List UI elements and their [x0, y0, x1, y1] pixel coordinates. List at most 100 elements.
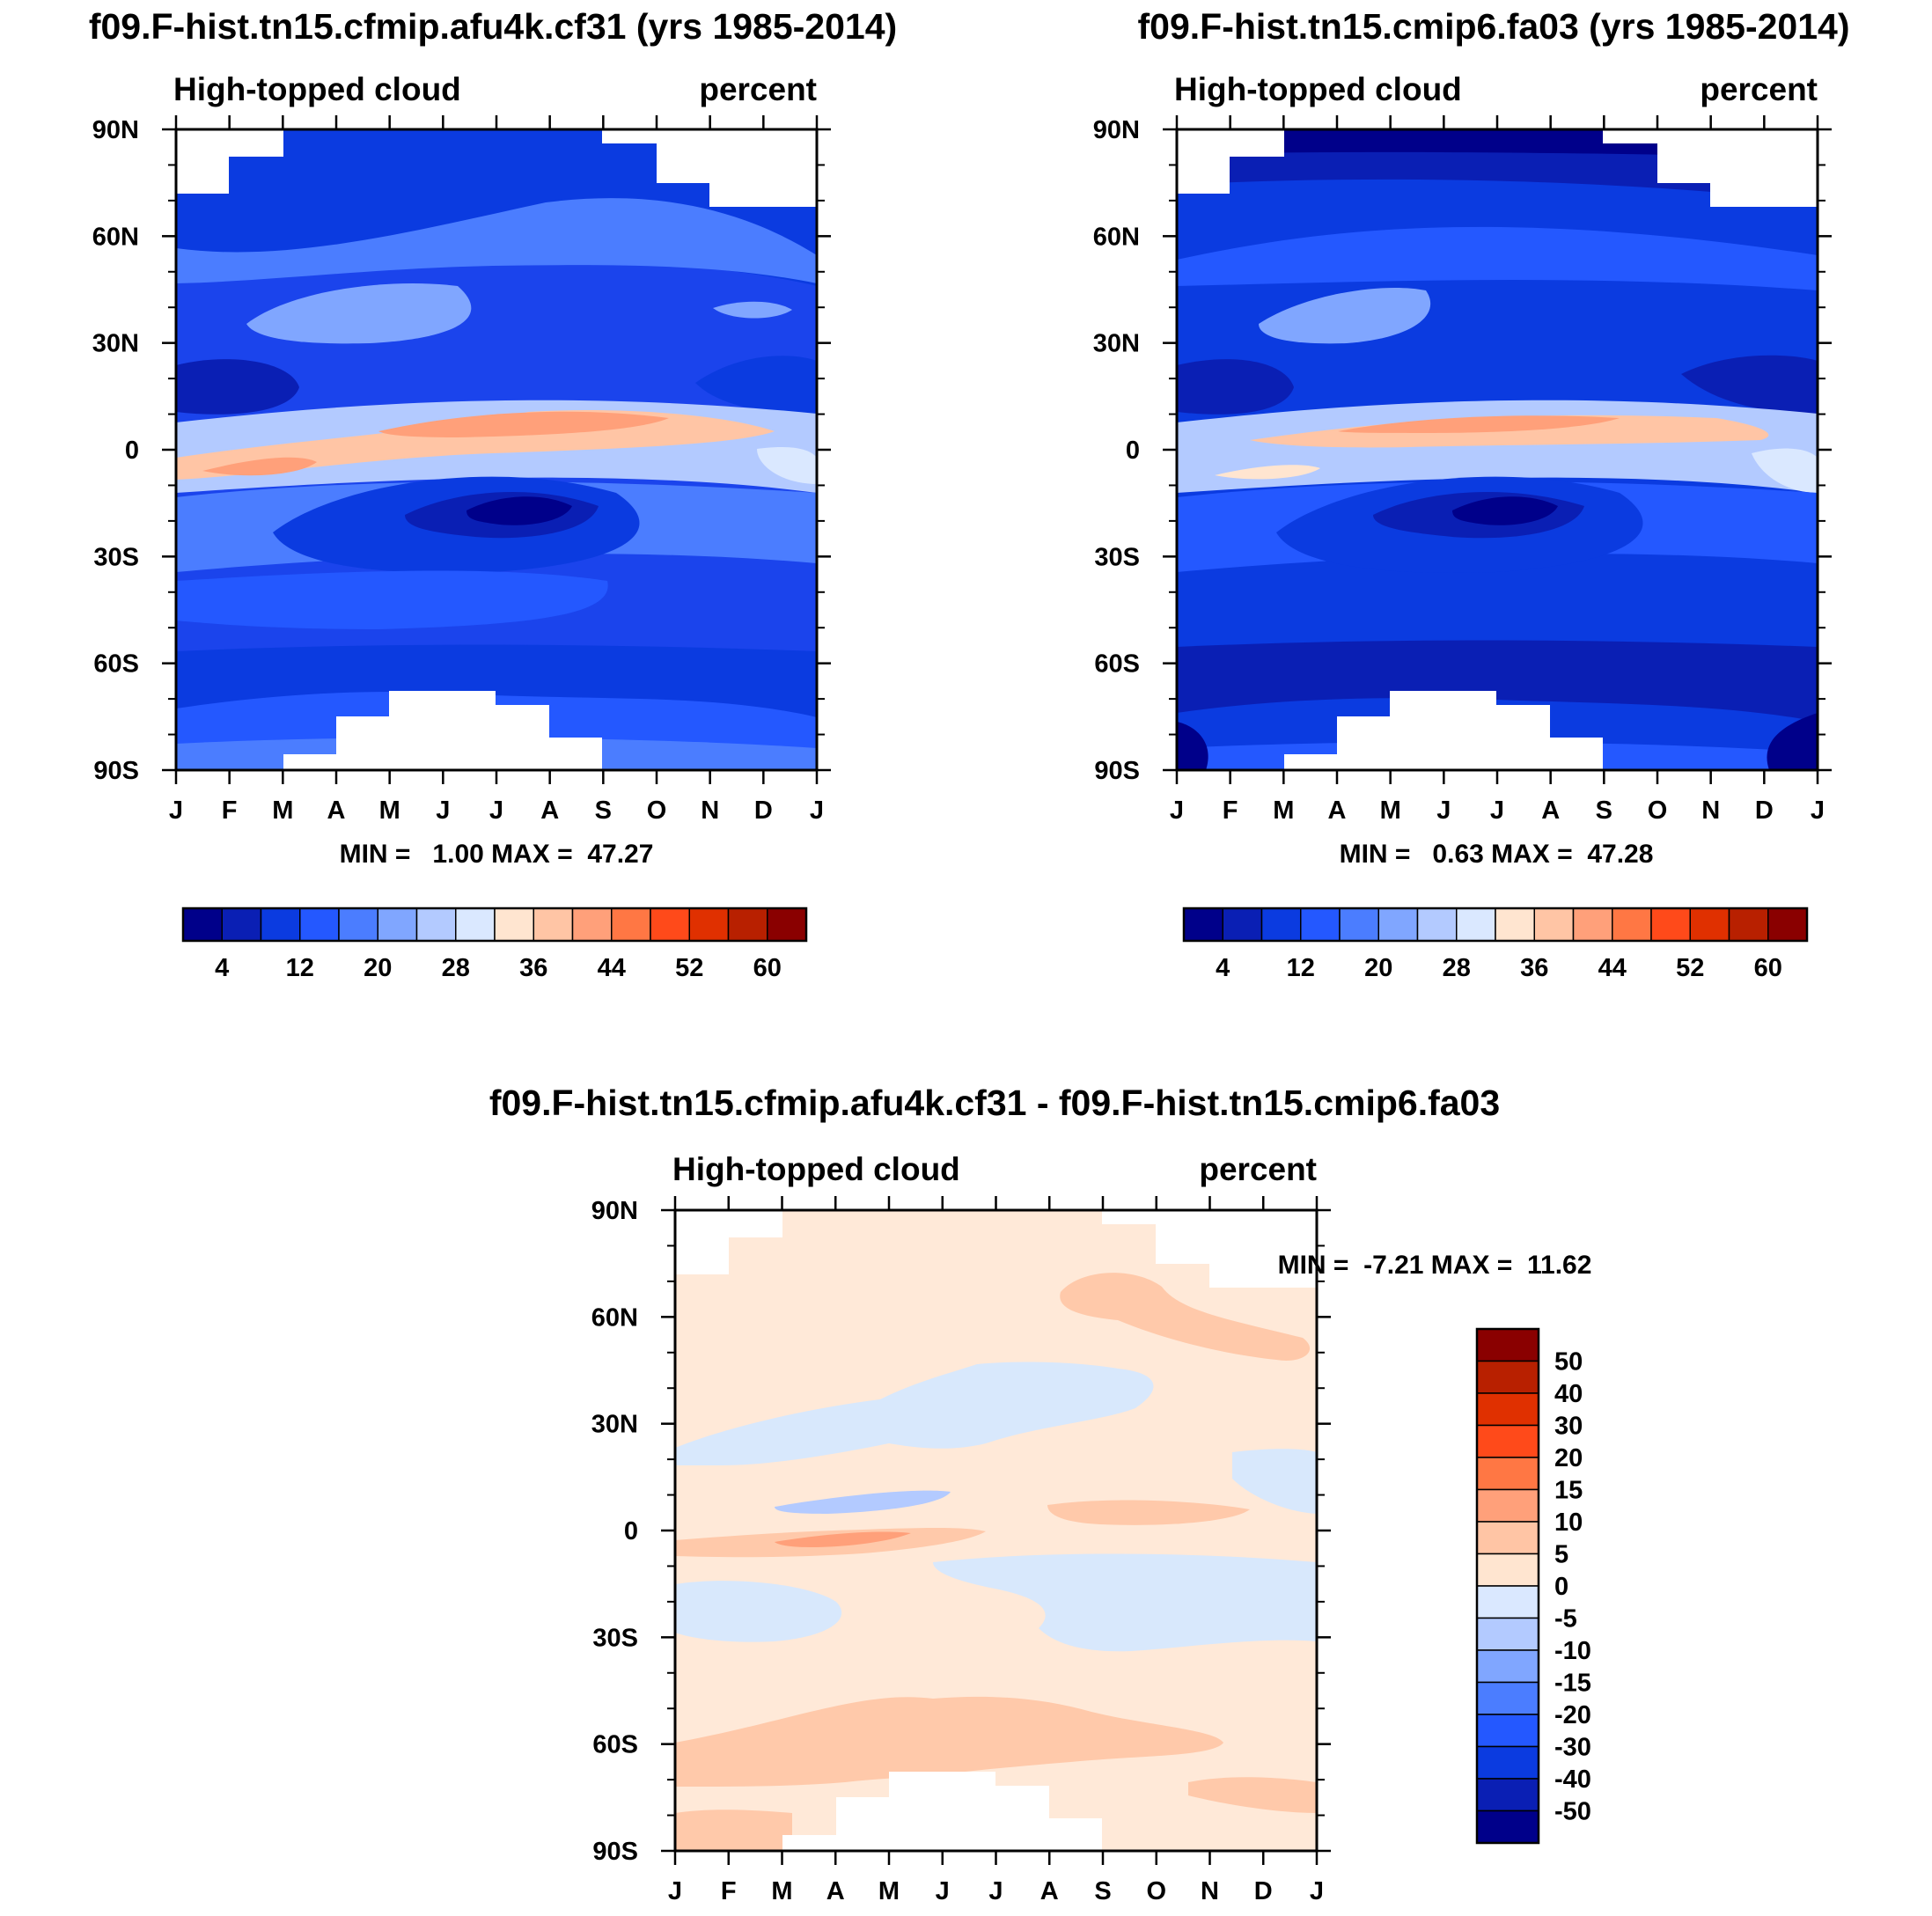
p3-colorbar-label: -10: [1554, 1637, 1591, 1665]
p1-colorbar-label: 44: [598, 954, 626, 982]
p2-y-tick-label: 30S: [1094, 543, 1140, 571]
p1-colorbar-label: 12: [286, 954, 314, 982]
p2-x-tick-label: J: [1811, 796, 1825, 825]
panel-2-colorbar: 4 12 20 28 36 44 52 60: [1182, 907, 1809, 982]
p1-colorbar-swatch: [611, 907, 651, 942]
p3-colorbar-label: -15: [1554, 1670, 1591, 1698]
panel-3: f09.F-hist.tn15.cfmip.afu4k.cf31 - f09.F…: [489, 1083, 1592, 1905]
p2-colorbar-label: 36: [1520, 954, 1548, 982]
panel-1-fill-east-dark: [695, 356, 817, 414]
p1-x-tick-label: J: [810, 796, 824, 825]
panel-2-min-max: MIN = 0.63 MAX = 47.28: [1340, 840, 1654, 869]
panel-1-mask-arctic-west: [176, 129, 283, 194]
p3-x-tick-label: A: [826, 1877, 845, 1905]
panel-3-fill-sh-neg-east: [933, 1553, 1317, 1652]
p3-colorbar-swatch: [1476, 1521, 1539, 1555]
p3-x-tick-label: J: [1310, 1877, 1324, 1905]
panel-3-fill-eq-neg: [775, 1490, 951, 1514]
p3-colorbar-label: 5: [1554, 1541, 1568, 1569]
panel-1-mask-antarctic: [283, 691, 602, 770]
p2-colorbar-label: 12: [1287, 954, 1315, 982]
p2-colorbar-swatch: [1339, 907, 1379, 942]
p2-x-tick-label: F: [1223, 796, 1238, 825]
panel-2-fill-east-pale: [1752, 448, 1818, 493]
panel-1-fill-itcz-west: [202, 457, 317, 476]
p1-x-tick-label: F: [222, 796, 238, 825]
p3-colorbar-swatch: [1476, 1617, 1539, 1651]
p2-colorbar-swatch: [1689, 907, 1730, 942]
panel-3-fill-nh-neg-east: [1232, 1449, 1317, 1514]
p3-x-tick-label: J: [936, 1877, 950, 1905]
p2-y-tick-label: 30N: [1093, 330, 1140, 358]
panel-1-right-label: percent: [699, 71, 817, 107]
panel-1-left-label: High-topped cloud: [173, 71, 461, 107]
p3-x-tick-label: N: [1201, 1877, 1219, 1905]
p2-x-tick-label: J: [1170, 796, 1184, 825]
panel-3-left-label: High-topped cloud: [672, 1151, 960, 1187]
p2-colorbar-label: 4: [1216, 954, 1230, 982]
panel-1: f09.F-hist.tn15.cfmip.afu4k.cf31 (yrs 19…: [89, 6, 897, 982]
p3-x-tick-label: M: [878, 1877, 900, 1905]
p3-colorbar-label: 15: [1554, 1477, 1583, 1505]
p3-y-tick-label: 90S: [592, 1838, 638, 1866]
panel-1-fill-itcz-core: [378, 411, 669, 437]
panel-1-contour-field: [176, 129, 817, 770]
p3-colorbar-swatch: [1476, 1553, 1539, 1587]
p2-x-tick-label: J: [1490, 796, 1504, 825]
p1-y-tick-label: 0: [125, 437, 139, 465]
p2-colorbar-label: 60: [1754, 954, 1782, 982]
panel-3-fill-arctic-pos: [1060, 1273, 1311, 1361]
p3-x-tick-label: D: [1254, 1877, 1273, 1905]
p2-colorbar-swatch: [1300, 907, 1341, 942]
p1-colorbar-swatch: [571, 907, 613, 942]
p1-colorbar-label: 28: [442, 954, 470, 982]
p2-x-tick-label: S: [1596, 796, 1612, 825]
p3-colorbar-frame: [1475, 1327, 1540, 1845]
panel-2-axis-ticks: J F M A M J J A S O N D J 90N 60N 30N 0 30S 60S 90S: [1093, 115, 1832, 825]
p3-colorbar-label: 30: [1554, 1413, 1583, 1441]
panel-3-fill-eq-pos-east: [1047, 1500, 1250, 1525]
p1-x-tick-label: M: [379, 796, 400, 825]
panel-2-fill-nh-mid: [1177, 226, 1818, 290]
panel-2-title: f09.F-hist.tn15.cmip6.fa03 (yrs 1985-201…: [1138, 6, 1850, 47]
panel-2-fill-sw-corner: [1177, 722, 1208, 770]
p3-colorbar-swatch: [1476, 1457, 1539, 1491]
p2-colorbar-swatch: [1416, 907, 1458, 942]
p1-x-tick-label: D: [754, 796, 773, 825]
p2-colorbar-swatch: [1183, 907, 1223, 942]
p2-x-tick-label: D: [1755, 796, 1774, 825]
p1-x-tick-label: J: [169, 796, 183, 825]
panel-3-title: f09.F-hist.tn15.cfmip.afu4k.cf31 - f09.F…: [489, 1083, 1500, 1123]
panel-3-fill-nh-neg: [675, 1362, 1154, 1465]
p1-colorbar-swatch: [767, 907, 807, 942]
p3-colorbar-swatch: [1476, 1649, 1539, 1684]
p1-colorbar-label: 52: [675, 954, 703, 982]
p3-colorbar-swatch: [1476, 1778, 1539, 1812]
panel-3-mask-antarctic: [782, 1772, 1102, 1851]
p1-colorbar-swatch: [338, 907, 378, 942]
p1-x-tick-label: J: [436, 796, 450, 825]
p3-colorbar-label: 10: [1554, 1509, 1583, 1537]
p3-colorbar-label: -50: [1554, 1798, 1591, 1826]
p3-colorbar-label: 20: [1554, 1444, 1583, 1472]
panel-3-fill-antarctic-pos: [675, 1810, 792, 1851]
p1-colorbar-swatch: [182, 907, 223, 942]
p1-y-tick-label: 90N: [92, 116, 139, 144]
p2-colorbar-swatch: [1222, 907, 1263, 942]
p3-colorbar-label: -20: [1554, 1701, 1591, 1729]
panel-2-fill-itcz-west: [1215, 465, 1320, 480]
panel-1-fill-nh-mid: [176, 198, 817, 283]
p2-y-tick-label: 60S: [1094, 650, 1140, 679]
p3-x-tick-label: S: [1094, 1877, 1111, 1905]
p2-colorbar-label: 28: [1443, 954, 1471, 982]
p2-colorbar-swatch: [1572, 907, 1613, 942]
panel-2-mask-arctic-east: [1603, 129, 1818, 207]
panel-2-right-label: percent: [1700, 71, 1818, 107]
p2-colorbar-swatch: [1533, 907, 1575, 942]
p2-colorbar-swatch: [1767, 907, 1808, 942]
p3-colorbar-swatch: [1476, 1392, 1539, 1427]
panel-3-contour-field: [675, 1210, 1317, 1851]
panel-3-fill-sh-neg-west: [675, 1581, 842, 1642]
p2-colorbar-swatch: [1650, 907, 1691, 942]
